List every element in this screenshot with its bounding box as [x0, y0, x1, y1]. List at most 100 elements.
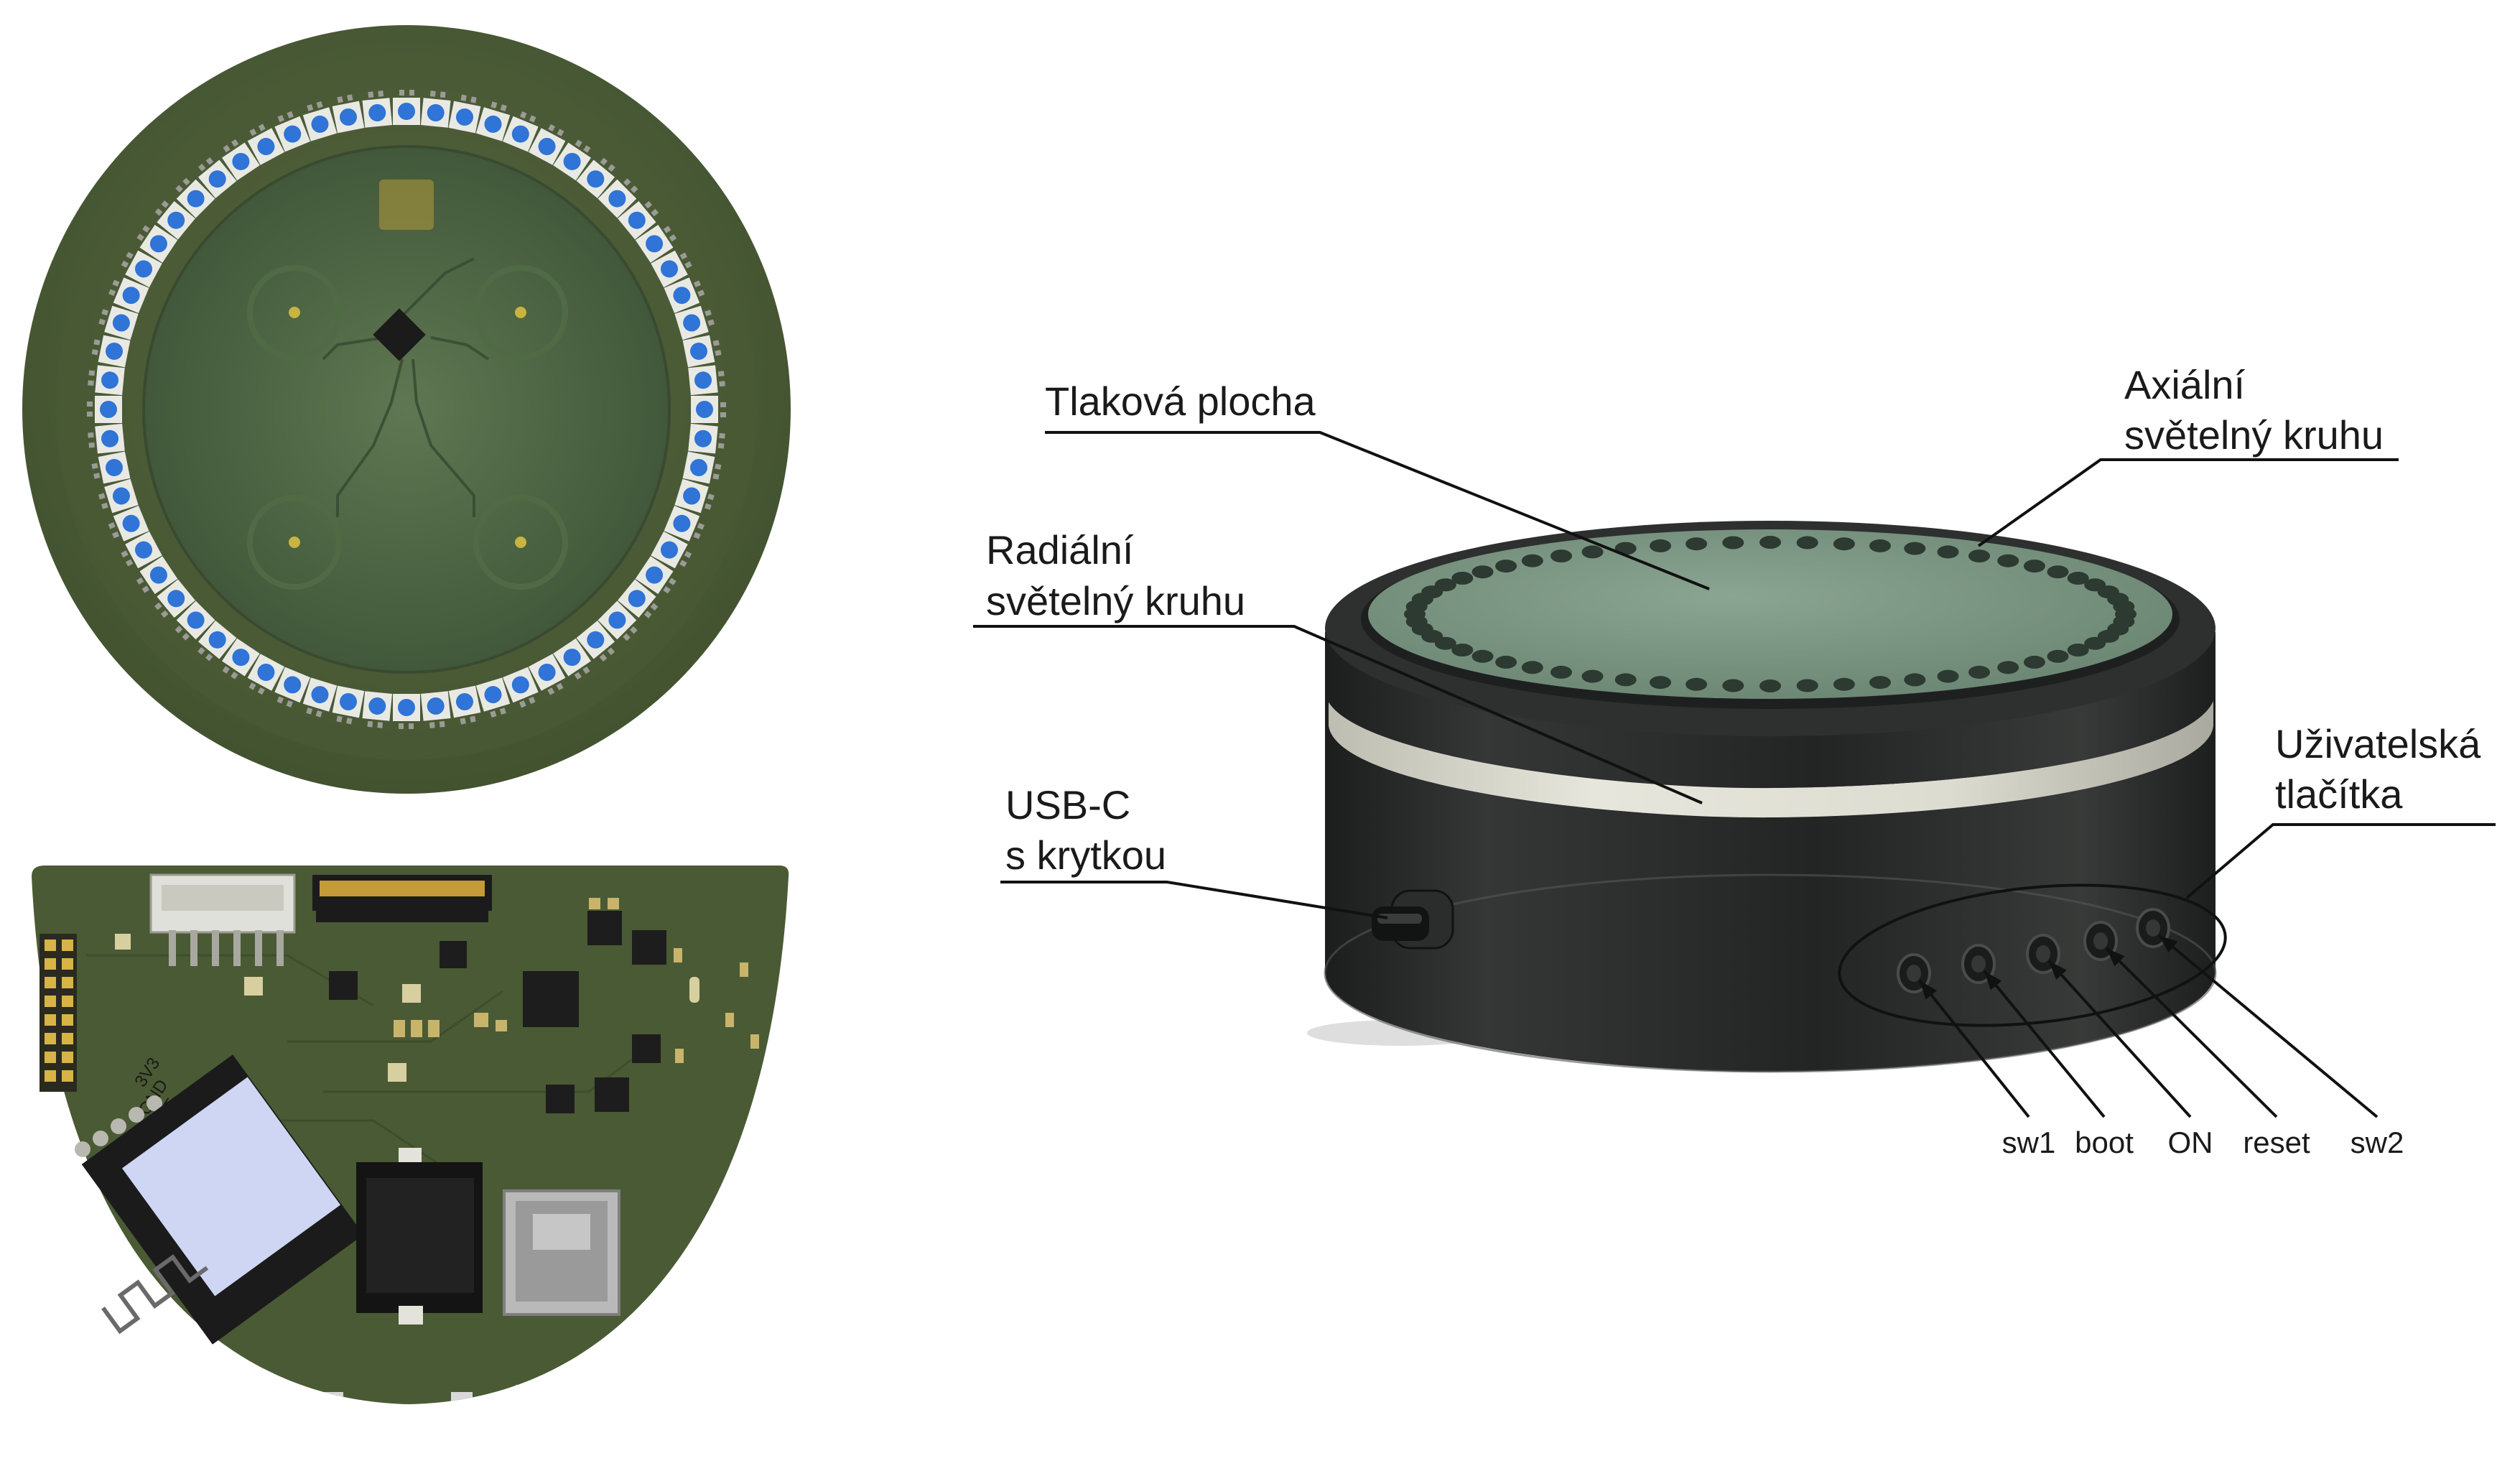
led	[88, 365, 125, 396]
axial-led-hole	[1550, 549, 1572, 563]
led	[154, 200, 195, 240]
button-label-on: ON	[2168, 1126, 2213, 1159]
led	[674, 305, 715, 340]
pcb-bottom-passives	[394, 898, 759, 1063]
header-pin	[45, 1052, 56, 1063]
axial-led-hole	[1471, 565, 1494, 579]
axial-led-hole	[1796, 679, 1818, 692]
led	[651, 250, 692, 288]
axial-led-hole	[1759, 536, 1781, 549]
axial-led-hole	[1686, 537, 1708, 551]
jst-connector	[149, 873, 296, 966]
led	[475, 677, 511, 718]
axial-led-hole	[2023, 655, 2045, 669]
callout-axial-ring-line2: světelný kruhu	[2124, 412, 2384, 458]
led	[448, 94, 481, 134]
led	[688, 365, 725, 396]
pcb-top-ic-chip	[373, 308, 426, 361]
axial-led-hole	[1869, 676, 1891, 690]
button-labels: sw1 boot ON reset sw2	[2002, 1126, 2404, 1159]
axial-led-hole	[1451, 572, 1474, 585]
axial-led-hole	[2067, 644, 2089, 657]
axial-led-hole	[1968, 549, 1990, 563]
led	[154, 579, 195, 618]
axial-led-hole	[1796, 536, 1818, 549]
leader-button-reset	[2105, 947, 2278, 1118]
axial-led-hole	[1471, 649, 1494, 663]
leader-pressure-surface	[1045, 431, 1710, 590]
callout-radial-ring-line2: světelný kruhu	[986, 578, 1245, 623]
axial-led-hole	[2023, 560, 2045, 573]
led	[651, 531, 692, 569]
callout-usb-line1: USB-C	[1005, 782, 1130, 827]
axial-led-hole	[1650, 676, 1671, 690]
user-buttons-highlight	[1838, 883, 2227, 1027]
led-ring	[87, 90, 726, 729]
axial-led-hole	[1968, 665, 1990, 679]
pcb-bottom-view: 3V3 GND BOOT TX RX	[32, 866, 789, 1404]
led	[98, 305, 139, 340]
header-pin	[62, 1014, 73, 1026]
led	[302, 677, 338, 718]
header-pin	[62, 958, 73, 970]
leader-axial-ring	[1977, 458, 2399, 547]
header-pin	[62, 1070, 73, 1082]
led	[393, 694, 420, 729]
led	[247, 654, 285, 695]
led	[222, 139, 260, 181]
led	[136, 225, 178, 263]
microsd-slot	[503, 1189, 620, 1316]
led	[88, 423, 125, 454]
axial-led-hole	[2084, 636, 2106, 650]
led	[332, 94, 365, 134]
led	[362, 691, 393, 728]
header-pin	[45, 977, 56, 988]
callout-radial-ring-line1: Radiální	[986, 527, 1134, 572]
led	[91, 335, 131, 368]
header-pin	[45, 1070, 56, 1082]
led	[222, 638, 260, 679]
leader-radial-ring	[973, 625, 1703, 804]
led	[302, 101, 338, 142]
pin-header	[39, 934, 77, 1092]
axial-led-hole	[1759, 679, 1781, 692]
button-label-reset: reset	[2243, 1126, 2310, 1159]
axial-led-hole	[1937, 545, 1959, 559]
axial-led-hole	[2113, 600, 2135, 613]
callout-pressure-surface: Tlaková plocha	[1045, 379, 1316, 424]
axial-led-hole	[1904, 542, 1926, 555]
pcb-bottom-ics	[329, 911, 666, 1113]
axial-led-hole	[2047, 649, 2069, 663]
led	[528, 124, 566, 165]
axial-led-hole	[1997, 554, 2019, 567]
axial-led-hole	[1937, 669, 1959, 683]
leader-button-on	[2047, 960, 2192, 1118]
led	[448, 685, 481, 725]
led	[682, 335, 722, 368]
header-pin	[62, 977, 73, 988]
led	[332, 685, 365, 725]
led	[475, 101, 511, 142]
pcb-top-view	[22, 25, 791, 794]
pcb-top-load-cell-pads	[247, 265, 568, 590]
callout-user-buttons-line2: tlačítka	[2275, 771, 2403, 817]
button-label-boot: boot	[2075, 1126, 2134, 1159]
axial-led-hole	[1550, 665, 1572, 679]
callout-axial-ring-line1: Axiální	[2124, 362, 2246, 407]
pcb-bottom-pads	[115, 934, 699, 1082]
led	[247, 124, 285, 165]
led	[420, 91, 451, 128]
axial-led-hole	[1581, 669, 1604, 683]
esp32-module	[81, 1054, 364, 1345]
callout-user-buttons-line1: Uživatelská	[2275, 721, 2481, 766]
led	[553, 638, 591, 680]
led	[87, 396, 122, 423]
led	[576, 621, 615, 662]
power-inductor	[356, 1148, 483, 1324]
callout-usb-line2: s krytkou	[1005, 832, 1166, 878]
axial-led-hole	[1434, 578, 1456, 592]
led	[618, 200, 659, 240]
led	[393, 90, 420, 125]
radial-light-ring	[1329, 693, 2213, 818]
